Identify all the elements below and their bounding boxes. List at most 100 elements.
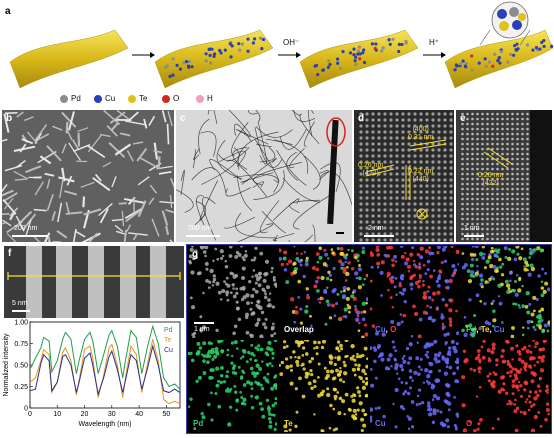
x-tick-label: 40 (135, 411, 143, 418)
legend-dot (162, 94, 170, 103)
legend-cu: Cu (164, 347, 173, 354)
wire-3 (299, 29, 419, 89)
lattice-d-422: 0.26 nm (422) (358, 162, 384, 177)
scale-bar-b (12, 235, 48, 237)
scale-label-e: 1 nm (464, 225, 480, 232)
legend-label: Te (139, 94, 148, 103)
legend-label: H (207, 94, 213, 103)
eds-tile-pd-te-cu: Pd, Te, Cu (461, 246, 550, 338)
arrow-label-oh: OH⁻ (283, 38, 300, 47)
arrow-2 (278, 52, 301, 58)
lattice-texture-e (461, 110, 552, 242)
eds-texture (188, 340, 277, 432)
legend-label: Pd (71, 94, 81, 103)
panel-label-c: c (180, 113, 186, 124)
y-tick-label: 0.25 (14, 384, 28, 391)
lattice-texture-d (359, 112, 453, 242)
wire-2 (154, 29, 274, 89)
scale-bar-e (464, 235, 484, 237)
eds-texture (461, 340, 550, 432)
scale-bar-d (364, 235, 394, 237)
eds-texture (279, 340, 368, 432)
legend-item-h: H (196, 94, 213, 103)
zoom-inset (479, 1, 531, 46)
x-tick-label: 50 (162, 411, 170, 418)
plot-frame (29, 321, 181, 409)
panel-label-e: e (460, 113, 466, 124)
legend-label: O (173, 94, 180, 103)
y-tick-label: 0.75 (14, 341, 28, 348)
eds-tile-label: O (466, 419, 473, 428)
panel-label-g: g (192, 249, 199, 260)
line-profile-chart: 0 0.25 0.50 0.75 1.00 0 10 20 30 40 50 Wavelength (… (3, 320, 181, 428)
y-axis-label: Normalized intensity (3, 333, 10, 397)
panel-d-hrtem: d (400) 0.31 nm 0.26 nm (422) 0.22 nm (440)… (354, 110, 454, 242)
eds-texture (461, 246, 550, 338)
cu-dots-4 (453, 38, 554, 72)
scale-bar-c (186, 235, 220, 237)
wire-1 (9, 29, 129, 89)
legend-label: Cu (105, 94, 116, 103)
panel-label-d: d (358, 113, 365, 124)
legend-dot (94, 94, 102, 103)
legend-item-o: O (162, 94, 179, 103)
cu-dots-2 (164, 36, 266, 79)
eds-tile-label: Cu, O (375, 325, 397, 334)
eds-tile-te: Te (279, 340, 368, 432)
eds-tile-haadf: g 1 nm (188, 246, 277, 338)
legend-te: Te (164, 337, 172, 344)
legend-item-pd: Pd (60, 94, 81, 103)
eds-tile-o: O (461, 340, 550, 432)
legend-dot (196, 94, 204, 103)
panel-e-hrtem: e 0.26 nm (422) 1 nm (456, 110, 552, 242)
eds-tile-overlap: Overlap (279, 246, 368, 338)
x-tick-label: 0 (28, 411, 32, 418)
eds-tile-pd: Pd (188, 340, 277, 432)
eds-tile-label: Overlap (284, 325, 314, 334)
schematic-nanowires (9, 1, 554, 89)
panel-label-b: b (6, 113, 13, 124)
eds-tile-label: Te (284, 419, 293, 428)
arrow-label-h: H⁺ (429, 38, 439, 47)
legend-dot (60, 94, 68, 103)
y-tick-label: 1.00 (14, 320, 28, 327)
eds-texture (279, 246, 368, 338)
nanowire-image-f (7, 246, 181, 318)
scale-label-g: 1 nm (194, 326, 210, 333)
panel-f-stem: f 5 nm (4, 246, 184, 318)
eds-tile-label: Cu (375, 419, 386, 428)
panel-g: g 1 nm Overlap Cu, O Pd, Te, Cu Pd Te Cu O (186, 244, 552, 434)
y-tick-label: 0 (24, 406, 28, 413)
panel-b-sem: b 200 nm (2, 110, 174, 242)
series-line-cu (29, 344, 181, 397)
scale-label-c: 200 nm (188, 225, 212, 232)
series-line-pd (29, 324, 181, 390)
panel-a: a (0, 0, 554, 108)
scale-bar-f (12, 310, 30, 312)
tem-texture (176, 110, 352, 242)
scale-label-d: 2 nm (368, 225, 384, 232)
panel-f: f 5 nm 0 0.25 0.50 0.75 1.00 0 10 20 30 40 50 Wavel… (0, 244, 184, 434)
lattice-d-400: (400) 0.31 nm (408, 126, 434, 141)
panel-c-tem: c 200 nm (176, 110, 352, 242)
eds-tile-cu: Cu (370, 340, 459, 432)
scale-bar-g (194, 322, 214, 324)
eds-tile-label: Pd, Te, Cu (466, 325, 505, 334)
x-tick-label: 30 (108, 411, 116, 418)
lattice-d-440: 0.22 nm (440) (408, 168, 434, 183)
panel-label-f: f (8, 248, 12, 259)
x-axis-label: Wavelength (nm) (78, 421, 131, 428)
eds-texture (188, 246, 277, 338)
panel-label-a: a (5, 6, 11, 17)
eds-tile-cu-o: Cu, O (370, 246, 459, 338)
x-tick-label: 20 (81, 411, 89, 418)
eds-texture (370, 340, 459, 431)
legend-item-te: Te (128, 94, 147, 103)
legend-item-cu: Cu (94, 94, 115, 103)
legend-dot (128, 94, 136, 103)
sem-texture (2, 110, 174, 242)
wire-4 (444, 29, 554, 89)
legend-pd: Pd (164, 327, 173, 334)
eds-texture (370, 246, 459, 338)
scale-label-b: 200 nm (14, 225, 38, 232)
